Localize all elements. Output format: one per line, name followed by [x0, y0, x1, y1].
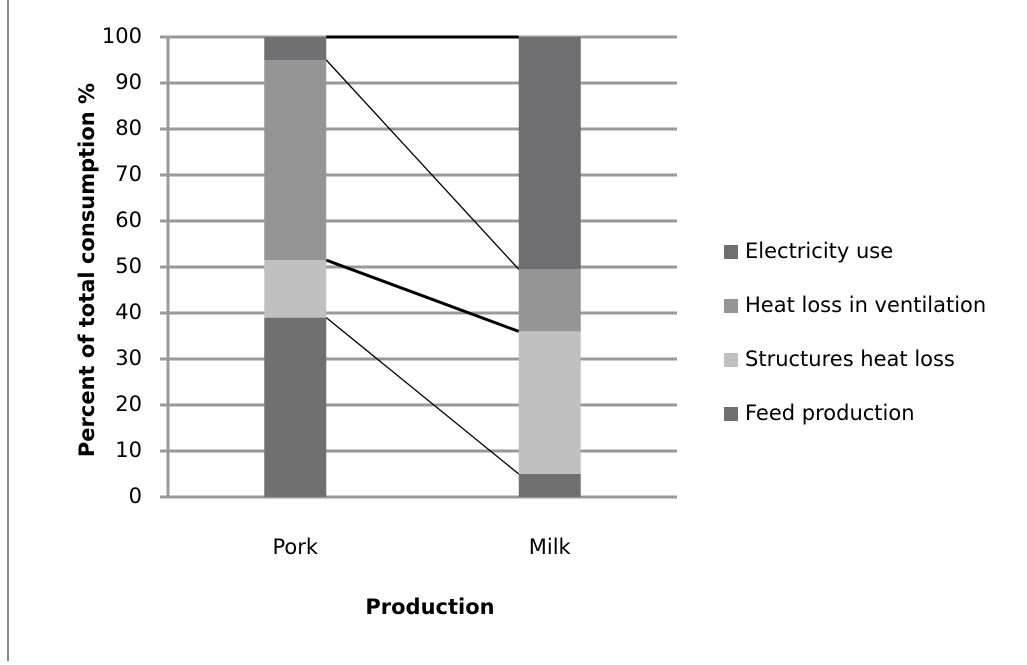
y-tick-label: 0	[129, 484, 142, 508]
x-tick-label: Pork	[272, 535, 318, 559]
legend-swatch	[724, 353, 738, 367]
legend-label: Feed production	[745, 401, 915, 425]
y-tick-label: 20	[115, 392, 142, 416]
connector-line	[325, 317, 520, 475]
legend-swatch	[724, 299, 738, 313]
bar-segment	[264, 260, 327, 318]
y-tick-label: 80	[115, 116, 142, 140]
bar-segment	[264, 317, 327, 497]
y-tick-label: 10	[115, 438, 142, 462]
bar-segment	[518, 331, 581, 474]
bar-segment	[518, 37, 581, 270]
legend-label: Heat loss in ventilation	[745, 293, 986, 317]
legend-swatch	[724, 407, 738, 421]
y-tick-label: 30	[115, 346, 142, 370]
y-tick-label: 50	[115, 254, 142, 278]
y-axis-title: Percent of total consumption %	[75, 83, 99, 457]
y-tick-label: 60	[115, 208, 142, 232]
bar-segment	[264, 60, 327, 261]
legend-swatch	[724, 245, 738, 259]
x-axis-title: Production	[365, 595, 494, 619]
y-tick-label: 70	[115, 162, 142, 186]
legend-label: Electricity use	[745, 239, 893, 263]
y-tick-label: 100	[102, 24, 142, 48]
bar-segment	[518, 269, 581, 332]
y-tick-label: 40	[115, 300, 142, 324]
connector-line	[325, 59, 520, 270]
x-tick-label: Milk	[529, 535, 572, 559]
bar-segment	[518, 474, 581, 497]
y-tick-label: 90	[115, 70, 142, 94]
connector-line	[325, 258, 520, 333]
legend-label: Structures heat loss	[745, 347, 955, 371]
bar-segment	[264, 37, 327, 60]
